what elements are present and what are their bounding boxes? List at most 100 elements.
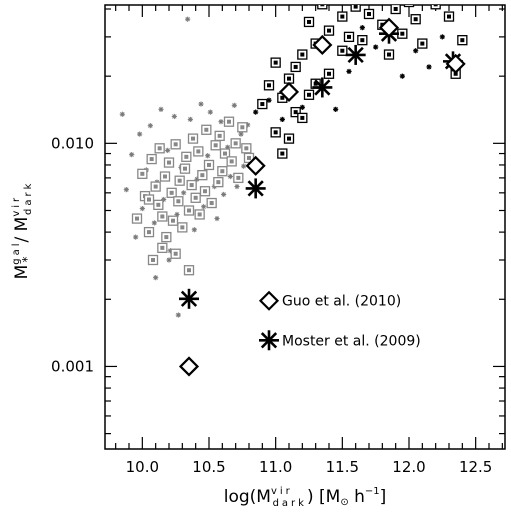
- guo-diamond-point: [445, 53, 466, 74]
- gray-box-point: [237, 122, 248, 133]
- gray-box-point: [226, 156, 237, 167]
- gray-box-point: [173, 196, 184, 207]
- data-points: [119, 0, 468, 377]
- x-tick-label: 12.5: [459, 458, 492, 476]
- black-box-point: [403, 5, 415, 8]
- x-label-base: log(M: [224, 487, 271, 507]
- y-axis-label: Mgal* / Mvirdark: [11, 181, 34, 280]
- gray-asterisk-point: [227, 173, 233, 180]
- gray-box-point: [131, 213, 143, 224]
- black-box-point: [357, 35, 368, 46]
- black-asterisk-point: [253, 109, 259, 115]
- gray-asterisk-point: [165, 147, 171, 153]
- gray-asterisk-point: [137, 131, 143, 137]
- black-box-point: [270, 57, 281, 68]
- gray-box-point: [241, 143, 252, 154]
- guo-diamond-point: [245, 155, 266, 176]
- gray-box-point: [167, 215, 179, 226]
- black-box-point: [430, 5, 441, 10]
- legend-asterisk-icon: [259, 330, 279, 351]
- black-box-point: [457, 35, 468, 46]
- black-box-point: [337, 11, 348, 22]
- gray-asterisk-point: [153, 275, 159, 281]
- black-asterisk-point: [426, 64, 432, 70]
- x-label-sun-sub: ⊙: [340, 497, 348, 508]
- black-asterisk-point: [279, 116, 285, 123]
- x-tick-label: 10.0: [126, 458, 159, 476]
- gray-asterisk-point: [187, 116, 193, 123]
- gray-box-point: [150, 181, 161, 192]
- x-label-sub: dark: [273, 498, 307, 509]
- y-label-base: M: [12, 265, 32, 280]
- legend-label: Guo et al. (2010): [282, 294, 401, 310]
- gray-box-point: [219, 148, 231, 159]
- gray-box-point: [233, 172, 244, 184]
- legend-label: Moster et al. (2009): [282, 333, 421, 349]
- black-box-point: [343, 31, 355, 43]
- gray-box-point: [153, 199, 164, 211]
- gray-asterisk-point: [129, 152, 135, 158]
- gray-asterisk-point: [207, 109, 213, 115]
- black-box-point: [323, 25, 335, 36]
- y-label-sub2: dark: [23, 181, 34, 215]
- x-tick-label: 12.0: [392, 458, 425, 476]
- gray-box-point: [170, 139, 181, 150]
- legend-diamond-icon: [258, 290, 280, 311]
- gray-box-point: [159, 171, 171, 182]
- y-tick-label: 0.001: [51, 357, 94, 375]
- black-asterisk-point: [399, 73, 405, 79]
- moster-asterisk-point: [245, 178, 266, 199]
- y-tick-label: 0.010: [51, 134, 94, 152]
- gray-asterisk-point: [231, 102, 237, 108]
- black-box-point: [337, 45, 348, 56]
- black-box-point: [390, 5, 401, 15]
- gray-box-point: [157, 211, 168, 222]
- black-box-point: [283, 133, 295, 144]
- moster-asterisk-point: [345, 44, 366, 65]
- x-tick-label: 11.5: [326, 458, 359, 476]
- black-box-point: [263, 80, 275, 91]
- gray-asterisk-point: [221, 191, 227, 198]
- guo-diamond-point: [312, 34, 333, 56]
- moster-asterisk-point: [312, 77, 333, 98]
- gray-box-point: [193, 146, 204, 157]
- gray-asterisk-point: [166, 257, 172, 263]
- y-label-sub1: *: [20, 256, 34, 262]
- black-box-point: [350, 5, 361, 12]
- gray-box-point: [183, 205, 195, 216]
- black-asterisk-point: [359, 25, 365, 31]
- axis-ticks: [105, 5, 505, 449]
- gray-box-point: [194, 209, 205, 220]
- y-label-sup2: vir: [11, 195, 22, 217]
- gray-asterisk-point: [133, 234, 139, 240]
- guo-diamond-point: [378, 17, 400, 38]
- gray-asterisk-point: [171, 113, 177, 120]
- black-box-point: [397, 28, 408, 39]
- black-box-point: [290, 106, 301, 118]
- gray-box-point: [186, 179, 197, 191]
- gray-asterisk-point: [139, 205, 145, 212]
- gray-asterisk-point: [119, 111, 125, 117]
- x-label-sup: vir: [271, 486, 293, 497]
- moster-asterisk-point: [179, 288, 199, 309]
- gray-box-point: [199, 186, 211, 197]
- y-label-slash: / M: [12, 217, 32, 243]
- gray-asterisk-point: [214, 215, 220, 222]
- black-box-point: [443, 11, 455, 22]
- gray-box-point: [163, 157, 175, 168]
- gray-asterisk-point: [238, 131, 244, 137]
- black-box-point: [331, 0, 340, 2]
- gray-box-point: [217, 166, 228, 177]
- x-label-unit: ) [M: [307, 487, 340, 507]
- gray-asterisk-point: [205, 153, 211, 159]
- gray-box-point: [190, 192, 201, 203]
- gray-box-point: [206, 197, 217, 209]
- gray-box-point: [157, 242, 168, 254]
- gray-box-point: [197, 170, 208, 181]
- gray-box-point: [213, 176, 224, 188]
- gray-box-point: [181, 151, 192, 162]
- x-label-close: ]: [380, 487, 387, 507]
- black-box-point: [297, 112, 308, 124]
- black-box-point: [317, 5, 328, 10]
- gray-box-point: [187, 133, 199, 144]
